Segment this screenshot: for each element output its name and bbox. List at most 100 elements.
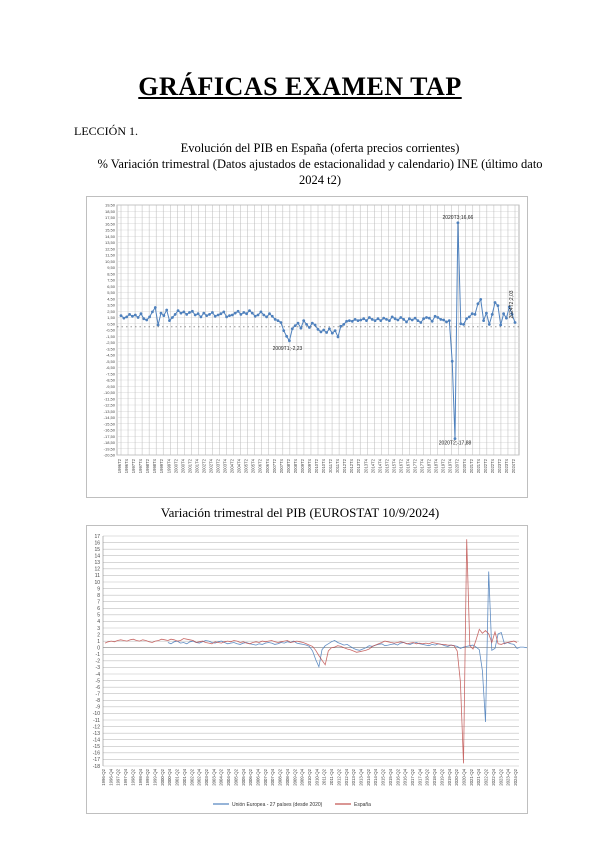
x-tick-label: 2019-Q2 (439, 768, 444, 785)
data-point (250, 311, 254, 315)
data-point (410, 318, 414, 322)
data-point (256, 313, 260, 317)
x-tick-label: 2001T2 (187, 458, 192, 473)
data-point (408, 317, 411, 321)
data-point (133, 313, 137, 317)
y-tick-label: 14 (94, 554, 100, 560)
data-point (445, 320, 448, 324)
x-tick-label: 2001-Q4 (182, 768, 187, 785)
data-point (348, 319, 351, 322)
data-point (299, 326, 303, 330)
data-point (373, 319, 377, 322)
x-tick-label: 2015-Q4 (388, 768, 393, 785)
y-tick-label: 14,50 (105, 234, 116, 239)
x-tick-label: 2014T2 (370, 458, 375, 473)
x-tick-label: 2018T2 (427, 458, 432, 473)
x-tick-label: 2018-Q2 (425, 768, 430, 785)
data-point (385, 318, 388, 321)
data-point (436, 316, 440, 319)
y-tick-label: 7,50 (107, 278, 116, 283)
x-tick-label: 2022-Q2 (484, 768, 489, 785)
y-tick-label: 3,50 (107, 303, 116, 308)
x-tick-label: 2016-Q4 (403, 768, 408, 785)
x-tick-label: 2013-Q2 (351, 768, 356, 785)
y-tick-label: -8,50 (106, 378, 116, 383)
y-tick-label: -3 (96, 665, 101, 671)
x-tick-label: 2014-Q4 (373, 768, 378, 785)
x-tick-label: 2022T4 (490, 458, 495, 473)
y-tick-label: 0 (97, 646, 100, 652)
x-tick-label: 2010T2 (314, 458, 319, 473)
data-point (493, 301, 497, 304)
data-point (350, 319, 354, 323)
x-tick-label: 2002-Q4 (197, 768, 202, 785)
data-point (339, 324, 343, 328)
x-tick-label: 2021-Q2 (469, 768, 474, 785)
y-tick-label: -16,50 (104, 428, 116, 433)
y-tick-label: -14,50 (104, 415, 116, 420)
data-annotation: 2020T3;16,66 (442, 215, 473, 221)
data-point (390, 315, 394, 319)
data-annotation: 2020T2;-17,88 (439, 441, 472, 447)
data-point (216, 313, 220, 317)
data-point (345, 319, 348, 323)
data-point (453, 437, 457, 440)
y-tick-label: -19,50 (104, 446, 116, 451)
y-tick-label: 16 (94, 540, 100, 546)
x-tick-label: 2008T2 (286, 458, 291, 473)
data-point (202, 311, 206, 315)
y-tick-label: 0,50 (107, 321, 116, 326)
data-point (151, 310, 154, 314)
x-tick-label: 1999-Q2 (145, 768, 150, 785)
y-tick-label: -10,50 (104, 390, 116, 395)
y-tick-label: 5 (97, 613, 100, 619)
data-point (393, 317, 397, 321)
y-tick-label: 3 (97, 626, 100, 632)
data-point (253, 314, 257, 318)
data-point (176, 309, 180, 312)
data-point (399, 316, 403, 319)
data-point (513, 321, 517, 324)
data-point (228, 314, 231, 317)
x-tick-label: 2021T4 (476, 458, 481, 473)
x-tick-label: 2009-Q4 (300, 768, 305, 785)
data-point (388, 319, 391, 322)
data-point (165, 308, 169, 312)
data-point (402, 318, 406, 321)
y-tick-label: 13 (94, 560, 100, 566)
data-point (159, 311, 163, 315)
data-point (485, 311, 488, 315)
x-tick-label: 2007-Q4 (270, 768, 275, 785)
x-tick-label: 2007T4 (279, 458, 284, 473)
x-tick-label: 2005T2 (244, 458, 249, 473)
y-tick-label: -4 (96, 672, 101, 678)
data-point (487, 323, 491, 326)
data-point (427, 316, 431, 320)
chart1-title-line3: 2024 t2) (298, 173, 341, 187)
y-tick-label: -5,50 (106, 359, 116, 364)
x-tick-label: 2003-Q2 (204, 768, 209, 785)
x-tick-label: 1997-Q4 (123, 768, 128, 785)
lesson-heading: LECCIÓN 1. (74, 124, 138, 138)
y-tick-label: -8 (96, 698, 101, 704)
y-tick-label: 9,50 (107, 265, 116, 270)
x-tick-label: 1998-Q2 (130, 768, 135, 785)
y-tick-label: -13,50 (104, 409, 116, 414)
x-tick-label: 2009T2 (300, 458, 305, 473)
x-tick-label: 2004T4 (237, 458, 242, 473)
x-tick-label: 2002T4 (208, 458, 213, 473)
x-tick-label: 2016T2 (398, 458, 403, 473)
y-tick-label: 4,50 (107, 296, 116, 301)
data-point (316, 328, 320, 331)
data-point (499, 323, 503, 327)
data-point (179, 311, 183, 315)
x-tick-label: 1997T4 (138, 458, 143, 473)
x-tick-label: 2017-Q2 (410, 768, 415, 785)
x-tick-label: 2004-Q4 (226, 768, 231, 785)
x-tick-label: 2007-Q2 (263, 768, 268, 785)
data-point (225, 315, 229, 319)
data-point (502, 312, 505, 316)
y-tick-label: 10 (94, 580, 100, 586)
data-point (182, 310, 186, 314)
data-point (405, 320, 408, 324)
